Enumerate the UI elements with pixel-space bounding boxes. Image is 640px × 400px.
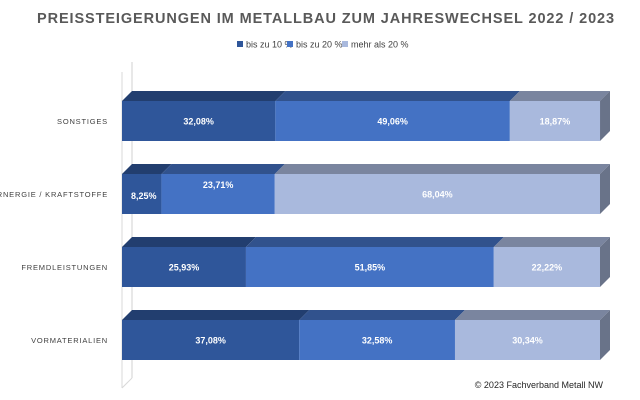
bar-top-vormaterialien-bis-zu-10 <box>122 310 310 320</box>
legend-swatch-mehr-als-20 <box>342 41 348 47</box>
bar-top-fremdleistungen-bis-zu-20 <box>245 237 504 247</box>
bar-top-vormaterialien-mehr-als-20 <box>454 310 610 320</box>
category-label-vormaterialien: VORMATERIALIEN <box>31 336 108 345</box>
data-label-fremdleistungen-mehr-als-20: 22,22% <box>532 263 563 273</box>
bar-side-fremdleistungen <box>600 237 610 287</box>
legend-label-mehr-als-20: mehr als 20 % <box>351 40 409 50</box>
data-label-ernergie-kraftstoffe-bis-zu-10: 8,25% <box>131 191 157 201</box>
bars: 32,08% 49,06% 18,87% 8,25% 23,71% 68,04% 25,93… <box>122 91 611 360</box>
bar-ernergie-kraftstoffe-bis-zu-20 <box>161 174 275 214</box>
bar-side-vormaterialien <box>600 310 610 360</box>
axis-floor-edge <box>121 377 133 389</box>
category-label-sonstiges: SONSTIGES <box>57 117 108 126</box>
bar-vormaterialien-bis-zu-20 <box>299 320 455 360</box>
data-label-sonstiges-bis-zu-10: 32,08% <box>183 117 214 127</box>
bar-top-ernergie-kraftstoffe-mehr-als-20 <box>274 164 610 174</box>
category-label-ernergie-kraftstoffe: ERNERGIE / KRAFTSTOFFE <box>0 190 108 199</box>
bar-top-ernergie-kraftstoffe-bis-zu-20 <box>161 164 285 174</box>
category-labels: SONSTIGES ERNERGIE / KRAFTSTOFFE FREMDLEIS… <box>0 117 108 345</box>
chart-title: PREISSTEIGERUNGEN IM METALLBAU ZUM JAHRE… <box>37 11 615 27</box>
data-label-fremdleistungen-bis-zu-10: 25,93% <box>169 263 200 273</box>
data-label-sonstiges-bis-zu-20: 49,06% <box>377 117 408 127</box>
bar-sonstiges-bis-zu-20 <box>275 101 510 141</box>
legend-swatch-bis-zu-20 <box>287 41 293 47</box>
data-label-vormaterialien-bis-zu-10: 37,08% <box>195 336 226 346</box>
data-label-sonstiges-mehr-als-20: 18,87% <box>540 117 571 127</box>
bar-fremdleistungen-bis-zu-10 <box>122 247 246 287</box>
category-label-fremdleistungen: FREMDLEISTUNGEN <box>21 263 108 272</box>
bar-top-sonstiges-bis-zu-20 <box>275 91 520 101</box>
bar-side-sonstiges <box>600 91 610 141</box>
bar-top-fremdleistungen-mehr-als-20 <box>493 237 610 247</box>
bar-sonstiges-bis-zu-10 <box>122 101 276 141</box>
bar-side-ernergie-kraftstoffe <box>600 164 610 214</box>
bar-fremdleistungen-mehr-als-20 <box>493 247 600 287</box>
legend-label-bis-zu-10: bis zu 10 % <box>246 40 293 50</box>
data-label-ernergie-kraftstoffe-bis-zu-20: 23,71% <box>203 180 234 190</box>
bar-vormaterialien-bis-zu-10 <box>122 320 300 360</box>
bar-ernergie-kraftstoffe-mehr-als-20 <box>274 174 600 214</box>
bar-vormaterialien-mehr-als-20 <box>454 320 600 360</box>
data-label-ernergie-kraftstoffe-mehr-als-20: 68,04% <box>422 190 453 200</box>
bar-top-ernergie-kraftstoffe-bis-zu-10 <box>122 164 172 174</box>
bar-top-sonstiges-mehr-als-20 <box>509 91 611 101</box>
copyright-note: © 2023 Fachverband Metall NW <box>475 380 604 390</box>
legend-label-bis-zu-20: bis zu 20 % <box>296 40 343 50</box>
bar-ernergie-kraftstoffe-bis-zu-10 <box>122 174 162 214</box>
data-label-fremdleistungen-bis-zu-20: 51,85% <box>355 263 386 273</box>
bar-fremdleistungen-bis-zu-20 <box>245 247 494 287</box>
bar-top-sonstiges-bis-zu-10 <box>122 91 286 101</box>
legend-swatch-bis-zu-10 <box>237 41 243 47</box>
data-label-vormaterialien-bis-zu-20: 32,58% <box>362 336 393 346</box>
data-label-vormaterialien-mehr-als-20: 30,34% <box>512 336 543 346</box>
bar-sonstiges-mehr-als-20 <box>509 101 601 141</box>
bar-top-fremdleistungen-bis-zu-10 <box>122 237 256 247</box>
legend: bis zu 10 % bis zu 20 % mehr als 20 % <box>237 40 409 50</box>
bar-top-vormaterialien-bis-zu-20 <box>299 310 465 320</box>
